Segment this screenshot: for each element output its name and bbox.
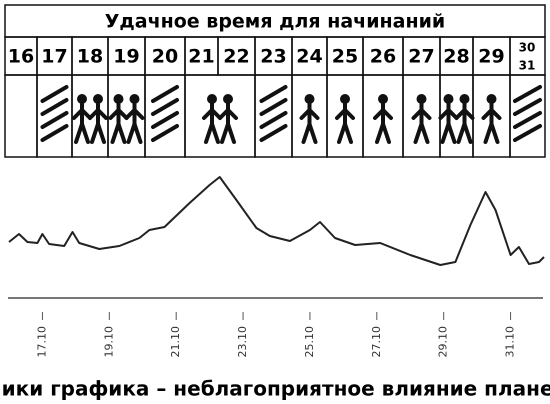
day-number: 26 bbox=[370, 46, 396, 68]
stripe bbox=[40, 98, 69, 116]
day-table: 16 17 18 19 20 21 22 23 24 25 26 27 28 29 30 31 bbox=[4, 36, 546, 158]
figure-legs bbox=[375, 117, 391, 144]
figure-head bbox=[416, 94, 427, 104]
x-tick-label: 19.10 bbox=[102, 326, 115, 358]
stripe bbox=[259, 98, 288, 116]
x-tick-label: 27.10 bbox=[370, 326, 383, 358]
stripe bbox=[513, 124, 542, 142]
figure-head bbox=[207, 94, 217, 104]
figure-head bbox=[304, 94, 315, 104]
stripe bbox=[151, 85, 179, 103]
figure-arms bbox=[481, 107, 502, 120]
figure-arms bbox=[88, 107, 108, 120]
figure-legs bbox=[413, 117, 430, 144]
x-tick-label: 17.10 bbox=[35, 326, 48, 358]
figure-head bbox=[459, 94, 470, 104]
icon-cell bbox=[144, 74, 186, 158]
x-tick-label: 29.10 bbox=[437, 326, 450, 358]
x-tick-label: 21.10 bbox=[169, 326, 182, 358]
figure-arms bbox=[454, 107, 475, 120]
stripe bbox=[151, 111, 179, 129]
title: Удачное время для начинаний bbox=[105, 11, 445, 33]
stripe bbox=[259, 85, 288, 103]
stripe bbox=[151, 98, 179, 116]
stripe bbox=[513, 111, 542, 129]
figure-legs bbox=[74, 117, 90, 144]
figure-legs bbox=[110, 117, 127, 144]
line-series bbox=[8, 176, 545, 266]
figure-arms bbox=[438, 107, 459, 120]
figure-head bbox=[340, 94, 350, 104]
figure-arms bbox=[72, 107, 92, 120]
icon-cell bbox=[509, 74, 546, 158]
day-number: 21 bbox=[188, 46, 214, 68]
figure-arms bbox=[108, 107, 129, 120]
day-number: 25 bbox=[332, 46, 358, 68]
figure-head bbox=[378, 94, 388, 104]
figure-legs bbox=[337, 117, 353, 144]
figure-arms bbox=[335, 107, 355, 120]
day-number: 19 bbox=[113, 46, 139, 68]
x-tick-label: 31.10 bbox=[504, 326, 517, 358]
figure-head bbox=[443, 94, 454, 104]
day-number: 23 bbox=[260, 46, 286, 68]
stripe bbox=[40, 85, 69, 103]
figure-arms bbox=[218, 107, 238, 120]
caption: Пики графика – неблагоприятное влияние п… bbox=[0, 377, 550, 401]
figure-arms bbox=[411, 107, 432, 120]
stripe bbox=[259, 124, 288, 142]
x-tick-label: 25.10 bbox=[303, 326, 316, 358]
figure-arms bbox=[299, 107, 320, 120]
day-number: 30 bbox=[519, 41, 536, 55]
day-number: 24 bbox=[296, 46, 322, 68]
figure-arms bbox=[124, 107, 145, 120]
stripe bbox=[513, 85, 542, 103]
day-number: 31 bbox=[519, 59, 536, 73]
stripe bbox=[40, 124, 69, 142]
day-number: 16 bbox=[8, 46, 34, 68]
stripe bbox=[151, 124, 179, 142]
day-number: 28 bbox=[443, 46, 469, 68]
figure-legs bbox=[440, 117, 457, 144]
figure-head bbox=[113, 94, 124, 104]
figure-legs bbox=[204, 117, 220, 144]
day-number: 18 bbox=[77, 46, 103, 68]
x-tick-label: 23.10 bbox=[236, 326, 249, 358]
figure-arms bbox=[202, 107, 222, 120]
figure-legs bbox=[220, 117, 236, 144]
figure-head bbox=[77, 94, 87, 104]
day-number: 29 bbox=[478, 46, 504, 68]
stripe bbox=[259, 111, 288, 129]
figure-head bbox=[223, 94, 233, 104]
day-number: 20 bbox=[152, 46, 178, 68]
figure-legs bbox=[126, 117, 143, 144]
day-number: 17 bbox=[41, 46, 67, 68]
stripe bbox=[513, 98, 542, 116]
stripe bbox=[40, 111, 69, 129]
figure-head bbox=[486, 94, 497, 104]
figure-arms bbox=[373, 107, 393, 120]
figure-head bbox=[129, 94, 140, 104]
figure-legs bbox=[483, 117, 500, 144]
figure-legs bbox=[456, 117, 473, 144]
plot: 17.10 19.10 21.10 23.10 25.10 27.10 29.10 31.10 bbox=[8, 176, 545, 358]
icon-cell bbox=[4, 74, 38, 158]
day-number: 22 bbox=[223, 46, 249, 68]
day-number: 27 bbox=[408, 46, 434, 68]
figure-legs bbox=[301, 117, 318, 144]
figure-legs bbox=[90, 117, 106, 144]
figure-head bbox=[93, 94, 103, 104]
